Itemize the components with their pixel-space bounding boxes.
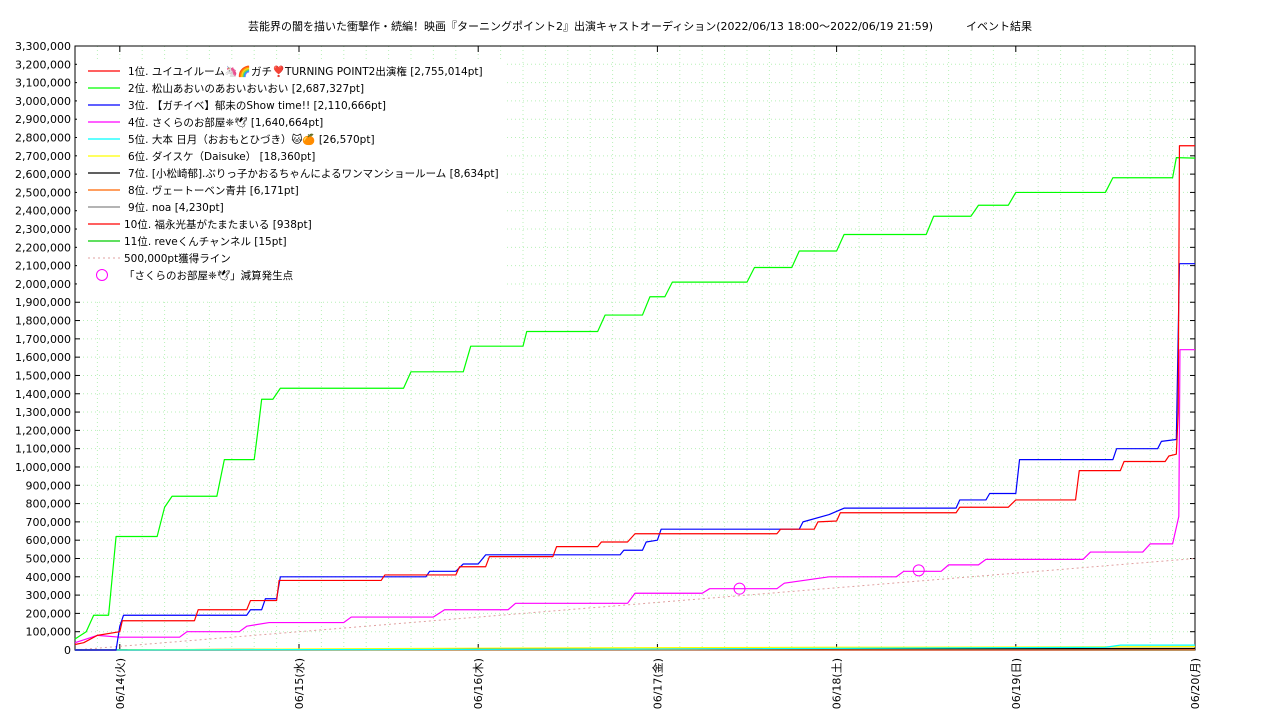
legend-label: 8位. ヴェートーベン青井 [6,171pt] xyxy=(128,184,299,197)
x-tick-label: 06/17(金) xyxy=(650,658,664,709)
y-tick-label: 3,000,000 xyxy=(15,95,71,108)
series-line-4 xyxy=(74,349,1195,644)
y-tick-label: 1,300,000 xyxy=(15,406,71,419)
legend-label: 7位. [小松崎郁].ぶりっ子かおるちゃんによるワンマンショールーム [8,63… xyxy=(128,167,499,180)
y-tick-label: 2,200,000 xyxy=(15,241,71,254)
reduction-marker xyxy=(912,564,925,577)
y-tick-label: 3,200,000 xyxy=(15,58,71,71)
y-tick-label: 100,000 xyxy=(26,626,72,639)
legend-label: 「さくらのお部屋❈🕊」減算発生点 xyxy=(124,269,293,282)
legend-marker xyxy=(96,269,108,281)
y-tick-label: 500,000 xyxy=(26,552,72,565)
y-tick-label: 1,000,000 xyxy=(15,461,71,474)
y-tick-label: 1,200,000 xyxy=(15,424,71,437)
y-tick-label: 2,100,000 xyxy=(15,260,71,273)
x-tick-label: 06/15(水) xyxy=(293,658,306,709)
y-tick-label: 2,500,000 xyxy=(15,186,71,199)
series-line-3 xyxy=(75,263,1195,651)
y-axis-ticks: 0 100,000 200,000 300,000 400,000 500,000 600,… xyxy=(15,40,1195,657)
y-tick-label: 2,700,000 xyxy=(15,150,71,163)
y-tick-label: 2,800,000 xyxy=(15,132,71,145)
legend: 1位. ユイユイルーム🦄🌈ガチ❣️TURNING POINT2出演権 [2,75… xyxy=(77,60,507,300)
legend-label: 6位. ダイスケ（Daisuke） [18,360pt] xyxy=(128,150,315,163)
chart-title: 芸能界の闇を描いた衝撃作・続編！映画『ターニングポイント2』出演キャストオーディ… xyxy=(247,20,1032,33)
x-tick-label: 06/14(火) xyxy=(114,658,127,709)
reference-line-500000 xyxy=(74,557,1196,651)
y-tick-label: 800,000 xyxy=(26,498,72,511)
legend-background xyxy=(77,60,507,300)
series-line-2 xyxy=(74,157,1196,640)
y-tick-label: 1,100,000 xyxy=(15,443,71,456)
legend-label: 4位. さくらのお部屋❈🕊 [1,640,664pt] xyxy=(128,116,323,129)
y-tick-label: 1,400,000 xyxy=(15,388,71,401)
y-tick-label: 1,500,000 xyxy=(15,369,71,382)
legend-label: 1位. ユイユイルーム🦄🌈ガチ❣️TURNING POINT2出演権 [2,75… xyxy=(128,65,483,78)
y-tick-label: 2,000,000 xyxy=(15,278,71,291)
y-tick-label: 1,700,000 xyxy=(15,333,71,346)
y-tick-label: 0 xyxy=(64,644,71,657)
y-tick-label: 400,000 xyxy=(26,571,72,584)
legend-label: 5位. 大本 日月（おおもとひづき）🐱🍊 [26,570pt] xyxy=(128,133,375,146)
y-tick-label: 3,300,000 xyxy=(15,40,71,53)
y-tick-label: 300,000 xyxy=(26,589,72,602)
series-lines xyxy=(74,145,1196,651)
y-tick-label: 1,600,000 xyxy=(15,351,71,364)
y-tick-label: 200,000 xyxy=(26,607,72,620)
y-tick-label: 2,600,000 xyxy=(15,168,71,181)
legend-label: 3位. 【ガチイベ】郁未のShow time!! [2,110,666pt] xyxy=(128,99,386,112)
x-axis-ticks: 06/14(火) 06/15(水) 06/16(木) 06/17(金) 06/18(土)… xyxy=(114,46,1202,709)
y-tick-label: 600,000 xyxy=(26,534,72,547)
legend-label: 9位. noa [4,230pt] xyxy=(128,201,224,214)
legend-label: 11位. reveくんチャンネル [15pt] xyxy=(124,235,287,248)
series-line-1 xyxy=(74,145,1195,646)
x-tick-label: 06/20(月) xyxy=(1189,658,1202,709)
x-tick-label: 06/19(日) xyxy=(1010,658,1023,709)
y-tick-label: 2,900,000 xyxy=(15,113,71,126)
x-tick-label: 06/18(土) xyxy=(831,658,844,709)
y-tick-label: 2,400,000 xyxy=(15,205,71,218)
series-line-5 xyxy=(74,644,1195,651)
y-tick-label: 3,100,000 xyxy=(15,77,71,90)
legend-label: 2位. 松山あおいのあおいおいおい [2,687,327pt] xyxy=(128,82,364,95)
y-tick-label: 900,000 xyxy=(26,479,72,492)
y-tick-label: 1,800,000 xyxy=(15,315,71,328)
x-tick-label: 06/16(木) xyxy=(472,658,485,709)
legend-label: 500,000pt獲得ライン xyxy=(124,252,231,265)
y-tick-label: 2,300,000 xyxy=(15,223,71,236)
y-tick-label: 700,000 xyxy=(26,516,72,529)
reduction-marker xyxy=(733,582,746,595)
y-tick-label: 1,900,000 xyxy=(15,296,71,309)
legend-label: 10位. 福永光基がたまたまいる [938pt] xyxy=(124,218,312,231)
